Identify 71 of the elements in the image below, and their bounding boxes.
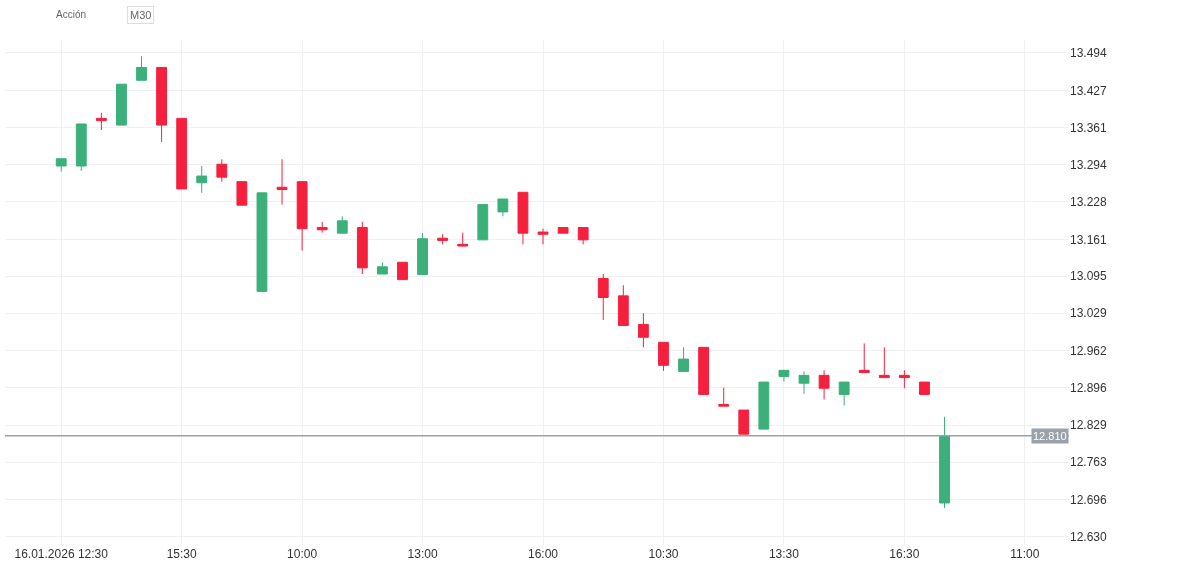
- candlestick: [919, 381, 930, 395]
- candlestick: [798, 370, 810, 395]
- x-tick-label: 15:30: [166, 547, 197, 561]
- candlestick: [597, 273, 609, 321]
- candlestick: [336, 215, 348, 234]
- candlestick: [658, 341, 669, 372]
- y-tick-label: 12.630: [1070, 529, 1108, 544]
- y-tick-label: 13.427: [1070, 83, 1108, 98]
- x-tick-label: 16:00: [528, 547, 559, 561]
- x-tick-label: 10:00: [287, 547, 318, 561]
- candlestick: [678, 346, 689, 372]
- candlestick: [136, 55, 147, 81]
- candlestick: [176, 117, 188, 190]
- text: Acción: [56, 9, 87, 20]
- y-tick-label: 12.896: [1070, 380, 1108, 395]
- candlestick: [497, 198, 509, 217]
- y-tick-label: 13.494: [1070, 46, 1108, 61]
- candlestick: [858, 342, 870, 374]
- candlestick: [939, 416, 950, 509]
- candlestick: [55, 158, 67, 173]
- candlestick: [196, 165, 208, 194]
- candlestick: [477, 204, 489, 241]
- candlestick: [397, 261, 408, 281]
- candlestick: [316, 221, 328, 234]
- text: M30: [130, 9, 152, 21]
- candlestick: [698, 346, 710, 395]
- x-tick-label: 10:30: [648, 547, 679, 561]
- ref-line-label: 12.810: [1033, 430, 1067, 442]
- y-tick-label: 13.029: [1070, 306, 1108, 321]
- candlestick: [637, 312, 649, 348]
- y-tick-label: 13.361: [1070, 120, 1108, 135]
- candlestick: [216, 158, 228, 183]
- y-tick-label: 13.095: [1070, 269, 1108, 284]
- y-tick-label: 13.294: [1070, 158, 1108, 173]
- candlestick: [577, 227, 589, 245]
- x-tick-label: 16.01.2026 12:30: [14, 547, 109, 561]
- x-tick-label: 16:30: [889, 547, 920, 561]
- y-tick-label: 13.161: [1070, 232, 1108, 247]
- x-tick-label: 11:00: [1010, 547, 1040, 561]
- candlestick: [878, 346, 890, 379]
- candlestick: [156, 66, 168, 143]
- candlestick: [236, 181, 248, 206]
- y-tick-label: 13.228: [1070, 195, 1108, 209]
- candlestick: [417, 232, 428, 276]
- candlestick: [617, 284, 629, 327]
- candlestick: [256, 192, 268, 292]
- candlestick: [818, 369, 830, 400]
- candlestick: [296, 181, 308, 252]
- candlestick: [838, 381, 850, 407]
- candlestick: [356, 221, 368, 275]
- candlestick: [898, 369, 910, 389]
- candlestick: [437, 233, 449, 245]
- candlestick: [557, 227, 569, 234]
- y-tick-label: 12.829: [1070, 418, 1108, 433]
- candlestick: [718, 387, 730, 407]
- candlestick: [95, 112, 107, 131]
- candlestick: [517, 191, 529, 245]
- y-tick-label: 12.763: [1070, 455, 1108, 470]
- candlestick: [778, 369, 790, 383]
- candlestick: [377, 261, 388, 275]
- candlestick: [738, 409, 750, 435]
- candlestick: [457, 232, 469, 248]
- candlestick: [537, 228, 549, 245]
- x-tick-label: 13:30: [768, 547, 800, 561]
- x-tick-label: 13:00: [407, 547, 438, 561]
- candlestick: [758, 381, 770, 430]
- y-tick-label: 12.696: [1070, 492, 1108, 507]
- y-tick-label: 12.962: [1070, 343, 1108, 358]
- candlestick: [75, 123, 87, 172]
- candlestick: [276, 158, 288, 206]
- candlestick: [116, 83, 127, 126]
